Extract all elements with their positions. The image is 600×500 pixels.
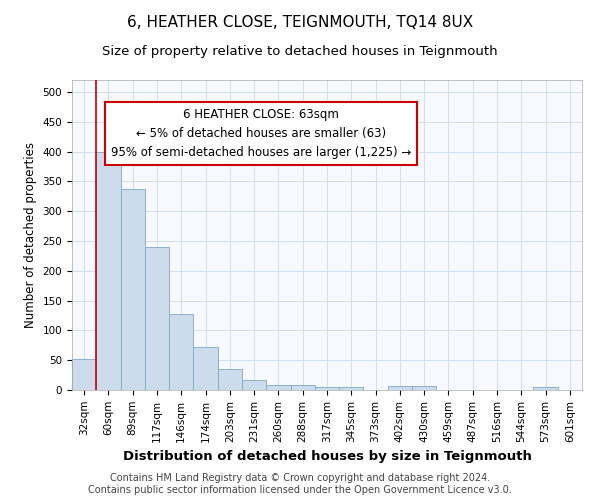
Bar bbox=[193, 347, 218, 390]
Bar bbox=[72, 359, 96, 390]
Bar bbox=[412, 386, 436, 390]
Text: Size of property relative to detached houses in Teignmouth: Size of property relative to detached ho… bbox=[102, 45, 498, 58]
Text: 6, HEATHER CLOSE, TEIGNMOUTH, TQ14 8UX: 6, HEATHER CLOSE, TEIGNMOUTH, TQ14 8UX bbox=[127, 15, 473, 30]
X-axis label: Distribution of detached houses by size in Teignmouth: Distribution of detached houses by size … bbox=[122, 450, 532, 463]
Bar bbox=[96, 152, 121, 390]
Bar bbox=[290, 385, 315, 390]
Bar bbox=[388, 386, 412, 390]
Bar bbox=[266, 385, 290, 390]
Bar bbox=[242, 380, 266, 390]
Bar bbox=[218, 369, 242, 390]
Bar bbox=[169, 314, 193, 390]
Bar bbox=[121, 188, 145, 390]
Bar bbox=[315, 387, 339, 390]
Y-axis label: Number of detached properties: Number of detached properties bbox=[24, 142, 37, 328]
Text: Contains HM Land Registry data © Crown copyright and database right 2024.
Contai: Contains HM Land Registry data © Crown c… bbox=[88, 474, 512, 495]
Bar bbox=[533, 387, 558, 390]
Bar bbox=[339, 387, 364, 390]
Text: 6 HEATHER CLOSE: 63sqm
← 5% of detached houses are smaller (63)
95% of semi-deta: 6 HEATHER CLOSE: 63sqm ← 5% of detached … bbox=[110, 108, 411, 159]
Bar bbox=[145, 247, 169, 390]
